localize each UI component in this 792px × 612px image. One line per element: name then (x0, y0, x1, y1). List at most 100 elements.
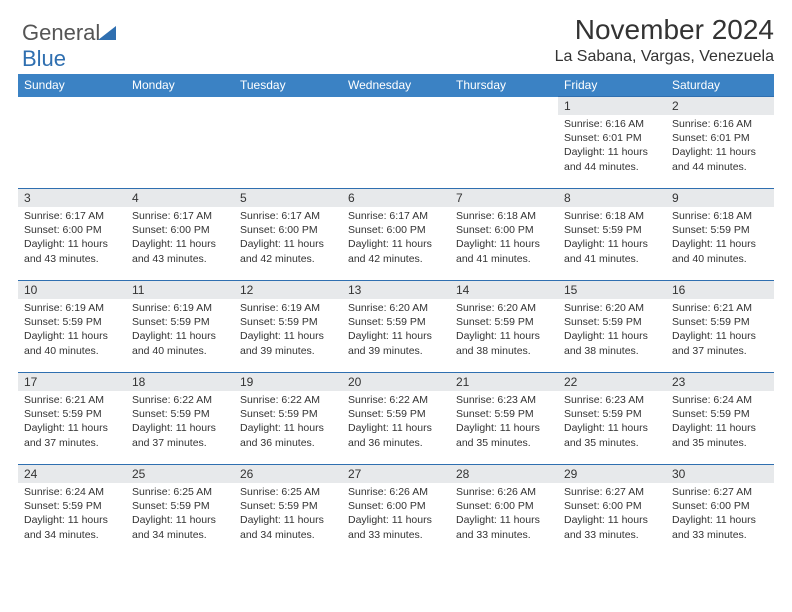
day-details: Sunrise: 6:25 AMSunset: 5:59 PMDaylight:… (126, 483, 234, 546)
daylight-text: Daylight: 11 hours and 43 minutes. (132, 237, 228, 265)
sunset-text: Sunset: 6:01 PM (672, 131, 768, 145)
day-cell: 2Sunrise: 6:16 AMSunset: 6:01 PMDaylight… (666, 97, 774, 189)
day-details: Sunrise: 6:17 AMSunset: 6:00 PMDaylight:… (342, 207, 450, 270)
daylight-text: Daylight: 11 hours and 35 minutes. (672, 421, 768, 449)
weekday-header: Monday (126, 74, 234, 97)
sunset-text: Sunset: 5:59 PM (672, 315, 768, 329)
day-cell: 8Sunrise: 6:18 AMSunset: 5:59 PMDaylight… (558, 189, 666, 281)
weekday-header: Wednesday (342, 74, 450, 97)
day-details: Sunrise: 6:16 AMSunset: 6:01 PMDaylight:… (666, 115, 774, 178)
sunrise-text: Sunrise: 6:19 AM (24, 301, 120, 315)
sunset-text: Sunset: 6:00 PM (132, 223, 228, 237)
sunset-text: Sunset: 5:59 PM (132, 407, 228, 421)
day-cell: 24Sunrise: 6:24 AMSunset: 5:59 PMDayligh… (18, 465, 126, 557)
sunset-text: Sunset: 5:59 PM (456, 315, 552, 329)
daylight-text: Daylight: 11 hours and 41 minutes. (456, 237, 552, 265)
day-cell (126, 97, 234, 189)
daylight-text: Daylight: 11 hours and 37 minutes. (672, 329, 768, 357)
day-cell: 11Sunrise: 6:19 AMSunset: 5:59 PMDayligh… (126, 281, 234, 373)
day-cell: 7Sunrise: 6:18 AMSunset: 6:00 PMDaylight… (450, 189, 558, 281)
sunrise-text: Sunrise: 6:20 AM (348, 301, 444, 315)
day-cell (234, 97, 342, 189)
sunset-text: Sunset: 5:59 PM (24, 499, 120, 513)
day-details: Sunrise: 6:20 AMSunset: 5:59 PMDaylight:… (558, 299, 666, 362)
day-details: Sunrise: 6:24 AMSunset: 5:59 PMDaylight:… (666, 391, 774, 454)
sunset-text: Sunset: 5:59 PM (348, 407, 444, 421)
day-cell: 26Sunrise: 6:25 AMSunset: 5:59 PMDayligh… (234, 465, 342, 557)
brand-logo: General Blue (22, 20, 120, 72)
day-number: 19 (234, 373, 342, 391)
day-cell: 28Sunrise: 6:26 AMSunset: 6:00 PMDayligh… (450, 465, 558, 557)
day-details: Sunrise: 6:20 AMSunset: 5:59 PMDaylight:… (342, 299, 450, 362)
day-cell: 10Sunrise: 6:19 AMSunset: 5:59 PMDayligh… (18, 281, 126, 373)
day-number: 14 (450, 281, 558, 299)
day-cell: 14Sunrise: 6:20 AMSunset: 5:59 PMDayligh… (450, 281, 558, 373)
sunset-text: Sunset: 6:01 PM (564, 131, 660, 145)
day-cell (342, 97, 450, 189)
sunset-text: Sunset: 5:59 PM (672, 407, 768, 421)
day-cell: 29Sunrise: 6:27 AMSunset: 6:00 PMDayligh… (558, 465, 666, 557)
sunrise-text: Sunrise: 6:22 AM (348, 393, 444, 407)
daylight-text: Daylight: 11 hours and 34 minutes. (240, 513, 336, 541)
weekday-header: Friday (558, 74, 666, 97)
day-details: Sunrise: 6:19 AMSunset: 5:59 PMDaylight:… (126, 299, 234, 362)
daylight-text: Daylight: 11 hours and 34 minutes. (132, 513, 228, 541)
weekday-header: Sunday (18, 74, 126, 97)
day-details: Sunrise: 6:26 AMSunset: 6:00 PMDaylight:… (342, 483, 450, 546)
weekday-header: Thursday (450, 74, 558, 97)
calendar-table: Sunday Monday Tuesday Wednesday Thursday… (18, 74, 774, 557)
day-cell: 20Sunrise: 6:22 AMSunset: 5:59 PMDayligh… (342, 373, 450, 465)
daylight-text: Daylight: 11 hours and 44 minutes. (672, 145, 768, 173)
day-details: Sunrise: 6:21 AMSunset: 5:59 PMDaylight:… (666, 299, 774, 362)
day-cell: 6Sunrise: 6:17 AMSunset: 6:00 PMDaylight… (342, 189, 450, 281)
day-number: 30 (666, 465, 774, 483)
daylight-text: Daylight: 11 hours and 39 minutes. (348, 329, 444, 357)
day-number: 18 (126, 373, 234, 391)
sunrise-text: Sunrise: 6:19 AM (132, 301, 228, 315)
day-cell: 13Sunrise: 6:20 AMSunset: 5:59 PMDayligh… (342, 281, 450, 373)
day-number: 2 (666, 97, 774, 115)
sunrise-text: Sunrise: 6:16 AM (672, 117, 768, 131)
day-number: 27 (342, 465, 450, 483)
daylight-text: Daylight: 11 hours and 43 minutes. (24, 237, 120, 265)
day-cell: 21Sunrise: 6:23 AMSunset: 5:59 PMDayligh… (450, 373, 558, 465)
daylight-text: Daylight: 11 hours and 34 minutes. (24, 513, 120, 541)
day-cell: 19Sunrise: 6:22 AMSunset: 5:59 PMDayligh… (234, 373, 342, 465)
day-number: 8 (558, 189, 666, 207)
sunset-text: Sunset: 5:59 PM (348, 315, 444, 329)
sunrise-text: Sunrise: 6:19 AM (240, 301, 336, 315)
daylight-text: Daylight: 11 hours and 38 minutes. (564, 329, 660, 357)
day-cell (18, 97, 126, 189)
daylight-text: Daylight: 11 hours and 40 minutes. (132, 329, 228, 357)
sunrise-text: Sunrise: 6:23 AM (456, 393, 552, 407)
day-number: 25 (126, 465, 234, 483)
sunrise-text: Sunrise: 6:20 AM (564, 301, 660, 315)
brand-word2: Blue (22, 46, 66, 71)
sunset-text: Sunset: 5:59 PM (456, 407, 552, 421)
day-number: 22 (558, 373, 666, 391)
daylight-text: Daylight: 11 hours and 42 minutes. (240, 237, 336, 265)
sunrise-text: Sunrise: 6:18 AM (564, 209, 660, 223)
day-number: 5 (234, 189, 342, 207)
sunrise-text: Sunrise: 6:17 AM (348, 209, 444, 223)
day-number: 10 (18, 281, 126, 299)
sunset-text: Sunset: 6:00 PM (348, 499, 444, 513)
sunset-text: Sunset: 5:59 PM (564, 407, 660, 421)
sunrise-text: Sunrise: 6:18 AM (672, 209, 768, 223)
sunset-text: Sunset: 5:59 PM (564, 223, 660, 237)
day-details: Sunrise: 6:24 AMSunset: 5:59 PMDaylight:… (18, 483, 126, 546)
day-cell: 16Sunrise: 6:21 AMSunset: 5:59 PMDayligh… (666, 281, 774, 373)
sunrise-text: Sunrise: 6:20 AM (456, 301, 552, 315)
day-number: 3 (18, 189, 126, 207)
day-cell: 18Sunrise: 6:22 AMSunset: 5:59 PMDayligh… (126, 373, 234, 465)
sunrise-text: Sunrise: 6:16 AM (564, 117, 660, 131)
sunrise-text: Sunrise: 6:21 AM (672, 301, 768, 315)
weekday-header: Tuesday (234, 74, 342, 97)
day-details: Sunrise: 6:27 AMSunset: 6:00 PMDaylight:… (558, 483, 666, 546)
daylight-text: Daylight: 11 hours and 33 minutes. (348, 513, 444, 541)
day-number: 9 (666, 189, 774, 207)
sunrise-text: Sunrise: 6:17 AM (132, 209, 228, 223)
daylight-text: Daylight: 11 hours and 42 minutes. (348, 237, 444, 265)
day-cell: 27Sunrise: 6:26 AMSunset: 6:00 PMDayligh… (342, 465, 450, 557)
sunrise-text: Sunrise: 6:23 AM (564, 393, 660, 407)
